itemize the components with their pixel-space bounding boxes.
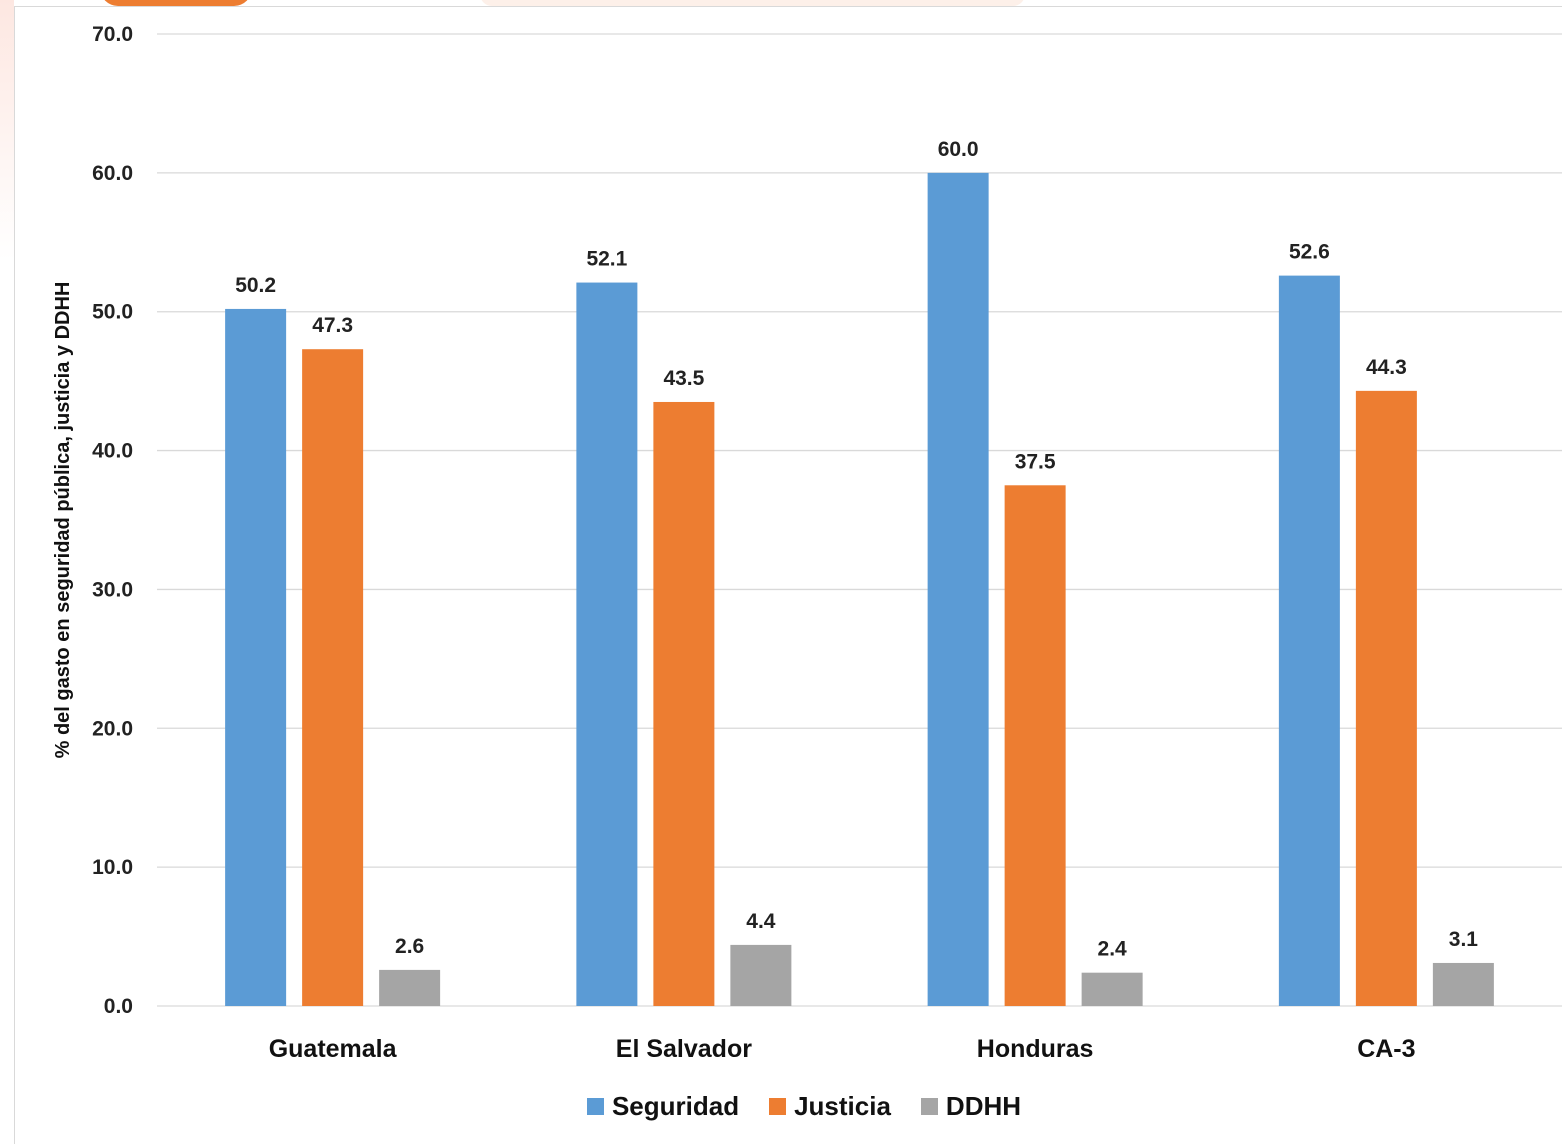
gridlines [157,33,1562,1007]
data-label: 2.4 [1098,938,1128,961]
legend-label: Seguridad [611,1091,740,1121]
data-label: 43.5 [663,367,704,390]
data-label: 52.1 [586,248,627,271]
legend-item-seguridad: Seguridad [586,1091,740,1122]
legend-item-justicia: Justicia [769,1091,891,1122]
data-label: 2.6 [395,935,424,958]
bar-seguridad-2 [927,172,989,1006]
bar-seguridad-3 [1278,275,1340,1006]
bar-ddhh-2 [1081,972,1143,1006]
data-label: 47.3 [312,314,353,337]
legend: Seguridad Justicia DDHH [0,1091,1562,1122]
bar-ddhh-0 [379,969,441,1006]
data-labels: 50.2 47.3 2.6 52.1 43.5 4.4 60.0 37.5 2.4 52.6 44.… [235,138,1478,961]
x-category-label: Honduras [977,1035,1094,1063]
bar-seguridad-0 [225,308,287,1006]
bar-justicia-3 [1355,390,1417,1006]
y-tick-label: 0.0 [104,995,133,1018]
y-tick-label: 50.0 [92,301,133,324]
legend-item-ddhh: DDHH [920,1091,1022,1122]
data-label: 37.5 [1015,450,1056,473]
y-axis-ticks: 0.0 10.0 20.0 30.0 40.0 50.0 60.0 70.0 [92,23,133,1018]
bar-ddhh-1 [730,944,792,1006]
data-label: 60.0 [938,138,979,161]
bar-ddhh-3 [1432,962,1494,1006]
bar-justicia-1 [653,401,715,1006]
bar-justicia-0 [302,349,364,1007]
y-tick-label: 60.0 [92,162,133,185]
header-banner-decoration [480,0,1025,6]
data-label: 50.2 [235,274,276,297]
data-label: 44.3 [1366,356,1407,379]
legend-swatch [920,1098,938,1115]
y-tick-label: 70.0 [92,23,133,46]
x-category-label: Guatemala [269,1035,398,1063]
data-label: 52.6 [1289,241,1330,264]
legend-swatch [769,1098,787,1115]
bars [225,172,1494,1007]
y-tick-label: 40.0 [92,440,133,463]
x-category-label: El Salvador [616,1035,752,1063]
y-axis-label: % del gasto en seguridad pública, justic… [52,282,74,759]
data-label: 3.1 [1449,928,1479,951]
y-tick-label: 10.0 [92,856,133,879]
header-tab-decoration [100,0,252,6]
x-category-label: CA-3 [1357,1035,1415,1063]
background-decoration [0,0,14,260]
y-tick-label: 20.0 [92,717,133,740]
y-tick-label: 30.0 [92,578,133,601]
data-label: 4.4 [746,910,776,933]
legend-label: Justicia [794,1091,891,1121]
legend-label: DDHH [945,1091,1022,1121]
x-axis-categories: Guatemala El Salvador Honduras CA-3 [269,1035,1416,1063]
legend-swatch [586,1098,604,1115]
bar-seguridad-1 [576,282,638,1006]
bar-justicia-2 [1004,485,1066,1006]
